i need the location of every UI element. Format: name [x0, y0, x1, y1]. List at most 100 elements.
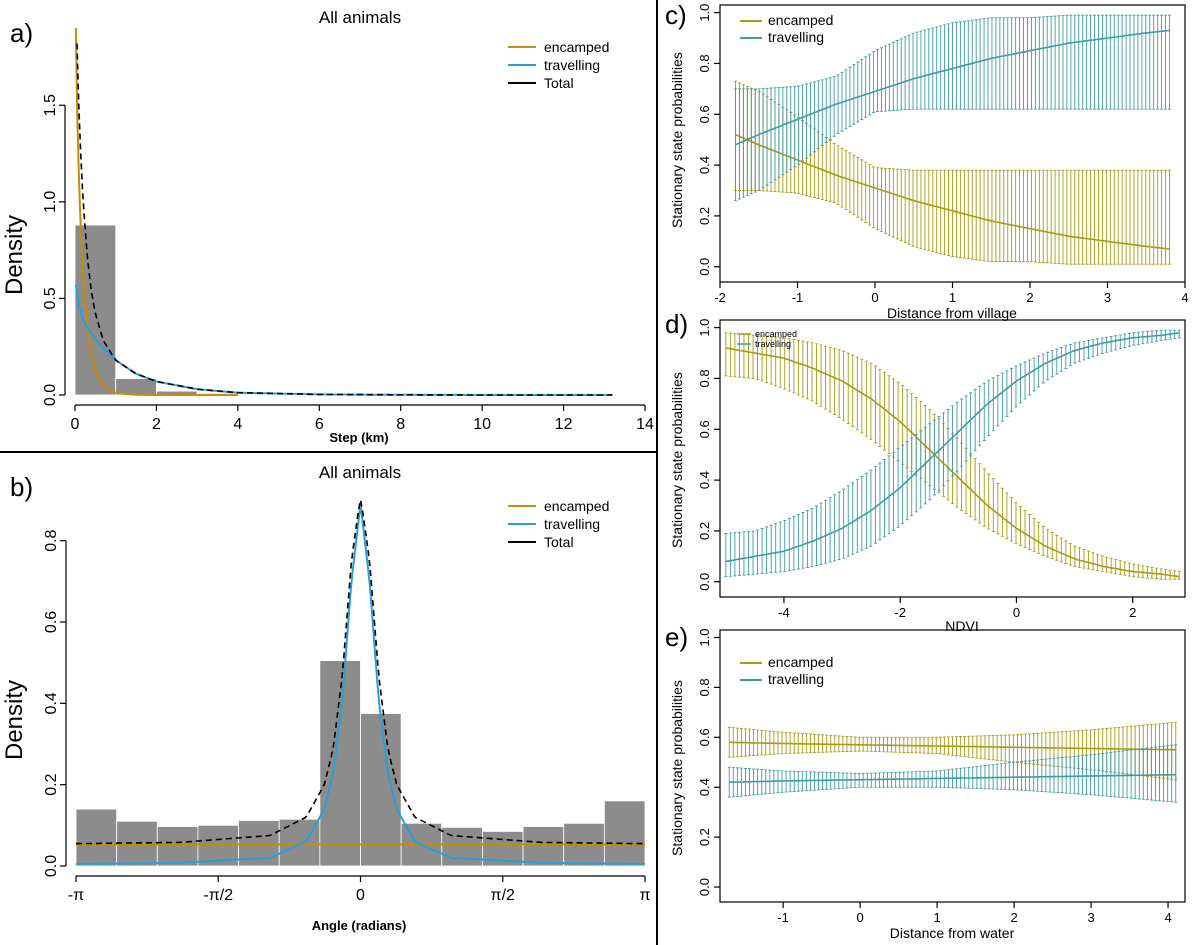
panel-e-plot: [727, 721, 1178, 803]
panel-d-xlabel: NDVI: [945, 618, 978, 634]
legend-total-label: Total: [544, 534, 574, 550]
series-line-total: [76, 43, 613, 396]
y-tick-label: 0.4: [697, 156, 712, 174]
x-tick-label: 0: [1013, 605, 1020, 620]
plot-frame: [719, 629, 1186, 903]
y-tick-label: 1.0: [42, 191, 59, 213]
x-tick-label: 0: [356, 887, 365, 904]
y-tick-label: 1.5: [42, 94, 59, 116]
x-tick-label: -1: [792, 290, 804, 305]
series-line-travelling: [729, 773, 1176, 783]
y-tick-label: 0.5: [42, 287, 59, 309]
legend-travelling-label: travelling: [768, 29, 824, 45]
y-tick-label: 0.4: [697, 778, 712, 796]
panel-a-letter: a): [10, 18, 33, 48]
x-tick-label: -π: [68, 887, 84, 904]
panel-e-legend: encamped travelling: [740, 654, 833, 687]
legend-encamped-label: encamped: [768, 654, 833, 670]
x-tick-label: 14: [636, 416, 654, 433]
panel-c-letter: c): [665, 0, 687, 30]
x-tick-label: 4: [1181, 290, 1188, 305]
x-tick-label: 6: [315, 416, 324, 433]
panel-d-plot: [724, 329, 1181, 580]
panel-b-letter: b): [10, 472, 33, 502]
panel-a-ylabel: Density: [1, 215, 28, 295]
x-tick-label: 12: [555, 416, 573, 433]
panel-e: e) Stationary state probabilities Distan…: [665, 622, 1186, 941]
histogram-bar: [75, 808, 118, 867]
panel-d-ylabel: Stationary state probabilities: [669, 372, 685, 548]
legend-travelling-label: travelling: [768, 671, 824, 687]
x-tick-label: 0: [856, 910, 863, 925]
x-tick-label: 1: [933, 910, 940, 925]
panel-a-xlabel: Step (km): [329, 430, 388, 445]
x-tick-label: 8: [396, 416, 405, 433]
series-line-travelling: [74, 284, 613, 396]
panel-c-ylabel: Stationary state probabilities: [669, 52, 685, 228]
x-tick-label: -2: [714, 290, 726, 305]
legend-travelling-label: travelling: [544, 516, 600, 532]
y-tick-label: 0.6: [43, 611, 60, 633]
x-tick-label: -2: [894, 605, 906, 620]
x-tick-label: 4: [233, 416, 242, 433]
x-tick-label: 0: [871, 290, 878, 305]
panel-d-axes: 0.0 0.2 0.4 0.6 0.8 1.0 -4 -2 0 2: [697, 319, 1186, 620]
y-tick-label: 0.0: [697, 258, 712, 276]
panel-a-axes: 0.0 0.5 1.0 1.5 0 2 4 6 8 10 12 14: [42, 94, 654, 433]
panel-c-axes: 0.0 0.2 0.4 0.6 0.8 1.0 -2 -1 0 1 2 3 4: [697, 4, 1189, 305]
x-tick-label: 10: [473, 416, 491, 433]
panel-b-ylabel: Density: [1, 680, 28, 760]
x-tick-label: π: [639, 887, 650, 904]
panel-b-histogram: [75, 660, 646, 867]
y-tick-label: 0.4: [43, 692, 60, 714]
series-line-travelling: [735, 29, 1170, 146]
series-line-encamped: [74, 27, 238, 396]
panel-b-legend: encamped travelling Total: [508, 498, 609, 550]
x-tick-label: -π/2: [203, 887, 233, 904]
legend-encamped-label: encamped: [768, 12, 833, 28]
panel-c-plot: [734, 14, 1171, 265]
panel-d-letter: d): [665, 309, 688, 339]
x-tick-label: 4: [1164, 910, 1171, 925]
y-tick-label: 1.0: [697, 4, 712, 22]
y-tick-label: 0.4: [697, 471, 712, 489]
y-tick-label: 0.8: [697, 54, 712, 72]
y-tick-label: 0.6: [697, 105, 712, 123]
x-tick-label: -4: [778, 605, 790, 620]
histogram-bar: [603, 800, 646, 867]
y-tick-label: 0.0: [697, 573, 712, 591]
legend-encamped-label: encamped: [544, 39, 609, 55]
panel-e-letter: e): [665, 622, 688, 652]
panel-b-xlabel: Angle (radians): [312, 918, 407, 933]
panel-a-title: All animals: [319, 8, 401, 27]
plot-frame: [719, 319, 1186, 598]
x-tick-label: 2: [1010, 910, 1017, 925]
y-tick-label: 0.8: [697, 369, 712, 387]
x-tick-label: 2: [1026, 290, 1033, 305]
histogram-bar: [156, 826, 199, 867]
series-line-encamped: [729, 741, 1176, 751]
legend-travelling-label: travelling: [544, 57, 600, 73]
panel-b-title: All animals: [319, 463, 401, 482]
x-tick-label: π/2: [491, 887, 515, 904]
panel-c-legend: encamped travelling: [740, 12, 833, 45]
panel-e-axes: 0.0 0.2 0.4 0.6 0.8 1.0 -1 0 1 2 3 4: [697, 628, 1186, 925]
y-tick-label: 0.2: [43, 773, 60, 795]
y-tick-label: 0.6: [697, 420, 712, 438]
series-line-total: [76, 499, 645, 845]
x-tick-label: 1: [949, 290, 956, 305]
y-tick-label: 1.0: [697, 319, 712, 337]
x-tick-label: 2: [1129, 605, 1136, 620]
legend-total-label: Total: [544, 75, 574, 91]
panel-a-lines: [74, 27, 613, 396]
y-tick-label: 0.0: [42, 384, 59, 406]
x-tick-label: 3: [1087, 910, 1094, 925]
y-tick-label: 0.2: [697, 828, 712, 846]
x-tick-label: -1: [777, 910, 789, 925]
y-tick-label: 0.2: [697, 207, 712, 225]
histogram-bar: [522, 826, 565, 867]
panel-c-xlabel: Distance from village: [887, 305, 1017, 321]
panel-e-xlabel: Distance from water: [890, 925, 1015, 941]
y-tick-label: 1.0: [697, 628, 712, 646]
